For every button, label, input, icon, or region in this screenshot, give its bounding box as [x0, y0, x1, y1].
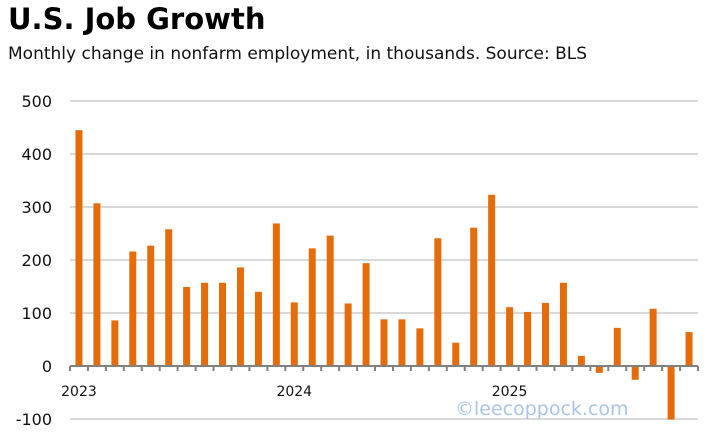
gridlines [70, 100, 698, 420]
watermark: ©leecoppock.com [455, 398, 629, 420]
bar [147, 245, 155, 366]
bar [201, 282, 209, 366]
y-tick-label: -100 [16, 410, 52, 429]
y-tick-label: 400 [21, 145, 52, 164]
bar [219, 282, 227, 366]
chart-title: U.S. Job Growth [8, 2, 266, 36]
bar [470, 227, 478, 366]
x-axis-labels: 2023 2024 2025 [61, 384, 527, 400]
bar [129, 251, 137, 366]
y-axis-ticks: 500 400 300 200 100 0 -100 [16, 92, 52, 429]
y-tick-label: 100 [21, 304, 52, 323]
x-tick-label: 2023 [61, 384, 97, 400]
bar [452, 342, 460, 366]
y-tick-label: 300 [21, 198, 52, 217]
bar [667, 366, 675, 420]
bar [254, 291, 262, 366]
bar [506, 307, 514, 366]
x-axis [69, 365, 699, 371]
bar [488, 194, 496, 366]
bar [272, 223, 280, 366]
bars [75, 130, 693, 420]
bar [344, 303, 352, 366]
bar [93, 203, 101, 366]
bar [326, 235, 334, 366]
bar [308, 248, 316, 366]
bar [685, 332, 693, 366]
bar [524, 311, 532, 366]
bar [183, 287, 191, 366]
bar [362, 263, 370, 366]
y-tick-label: 200 [21, 251, 52, 270]
bar [434, 238, 442, 366]
bar [541, 302, 549, 366]
x-tick-label: 2025 [492, 384, 528, 400]
bar [165, 229, 173, 366]
y-tick-label: 500 [21, 92, 52, 111]
bar [416, 328, 424, 366]
y-tick-label: 0 [42, 357, 52, 376]
x-tick-label: 2024 [276, 384, 312, 400]
bar [559, 282, 567, 366]
bar [236, 267, 244, 366]
bar [577, 355, 585, 366]
bar [595, 366, 603, 373]
chart-subtitle: Monthly change in nonfarm employment, in… [8, 44, 588, 64]
bar [380, 319, 388, 366]
bar [290, 302, 298, 366]
bar [111, 320, 119, 366]
bar [75, 130, 83, 366]
bar [398, 319, 406, 366]
bar [613, 327, 621, 366]
bar [649, 308, 657, 366]
bar [631, 366, 639, 380]
